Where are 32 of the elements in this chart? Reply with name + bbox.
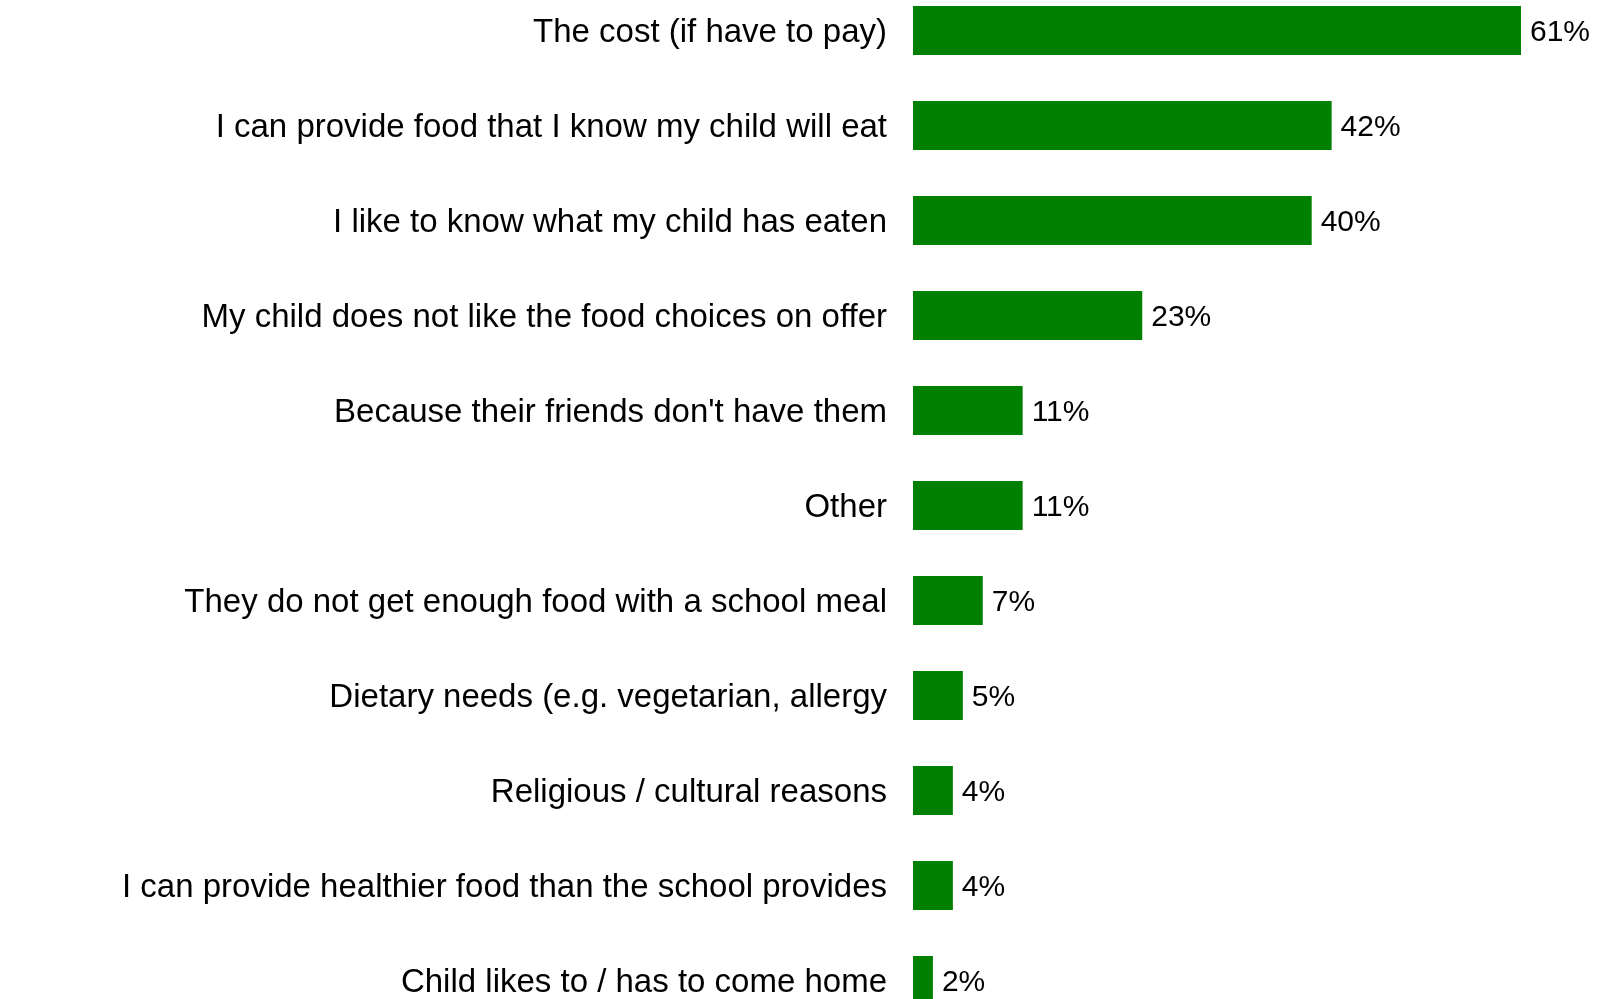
- data-label: 11%: [1031, 489, 1090, 522]
- data-label: 11%: [1031, 394, 1090, 427]
- y-tick-label: I can provide healthier food than the school provides: [122, 867, 887, 904]
- bar: [913, 101, 1332, 150]
- y-tick-label: I can provide food that I know my child will eat: [215, 107, 887, 144]
- y-tick-label: I like to know what my child has eaten: [333, 202, 887, 239]
- data-label: 2%: [941, 964, 986, 997]
- bar: [913, 386, 1023, 435]
- bar: [913, 291, 1143, 340]
- y-tick-label: Dietary needs (e.g. vegetarian, allergy: [329, 677, 888, 714]
- y-tick-label: Other: [804, 487, 887, 524]
- bar: [913, 196, 1312, 245]
- data-label: 23%: [1151, 299, 1212, 332]
- bar: [913, 671, 963, 720]
- bar: [913, 861, 953, 910]
- data-label: 61%: [1530, 14, 1591, 47]
- data-label: 4%: [961, 869, 1006, 902]
- y-tick-label: The cost (if have to pay): [533, 12, 887, 49]
- bar: [913, 766, 953, 815]
- data-label: 4%: [961, 774, 1006, 807]
- data-label: 42%: [1340, 109, 1401, 142]
- y-tick-label: They do not get enough food with a school meal: [184, 582, 887, 619]
- data-label: 40%: [1320, 204, 1381, 237]
- y-tick-label: Child likes to / has to come home: [400, 962, 887, 999]
- y-tick-label: My child does not like the food choices on offer: [201, 297, 887, 334]
- data-label: 7%: [991, 584, 1036, 617]
- bar: [913, 481, 1023, 530]
- y-tick-label: Because their friends don't have them: [334, 392, 887, 429]
- bar: [913, 576, 983, 625]
- y-tick-label: Religious / cultural reasons: [490, 772, 887, 809]
- data-label: 5%: [971, 679, 1016, 712]
- bar: [913, 6, 1521, 55]
